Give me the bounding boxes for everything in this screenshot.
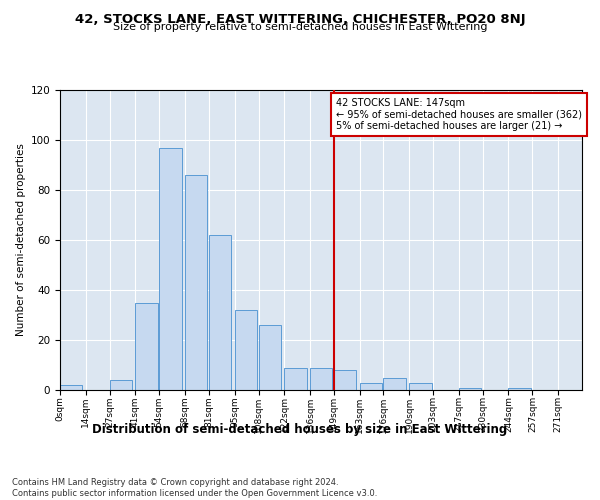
Bar [409, 382, 431, 390]
Bar [359, 382, 382, 390]
Text: 42, STOCKS LANE, EAST WITTERING, CHICHESTER, PO20 8NJ: 42, STOCKS LANE, EAST WITTERING, CHICHES… [74, 12, 526, 26]
Text: Size of property relative to semi-detached houses in East Wittering: Size of property relative to semi-detach… [113, 22, 487, 32]
Text: Distribution of semi-detached houses by size in East Wittering: Distribution of semi-detached houses by … [92, 422, 508, 436]
Bar [185, 175, 208, 390]
Bar [136, 302, 158, 390]
Bar [235, 310, 257, 390]
Bar [209, 235, 232, 390]
Y-axis label: Number of semi-detached properties: Number of semi-detached properties [16, 144, 26, 336]
Text: Contains HM Land Registry data © Crown copyright and database right 2024.
Contai: Contains HM Land Registry data © Crown c… [12, 478, 377, 498]
Bar [110, 380, 132, 390]
Bar [310, 368, 332, 390]
Bar [383, 378, 406, 390]
Bar [60, 385, 82, 390]
Bar [259, 325, 281, 390]
Bar [459, 388, 481, 390]
Bar [159, 148, 182, 390]
Bar [508, 388, 531, 390]
Bar [284, 368, 307, 390]
Text: 42 STOCKS LANE: 147sqm
← 95% of semi-detached houses are smaller (362)
5% of sem: 42 STOCKS LANE: 147sqm ← 95% of semi-det… [336, 98, 582, 130]
Bar [334, 370, 356, 390]
